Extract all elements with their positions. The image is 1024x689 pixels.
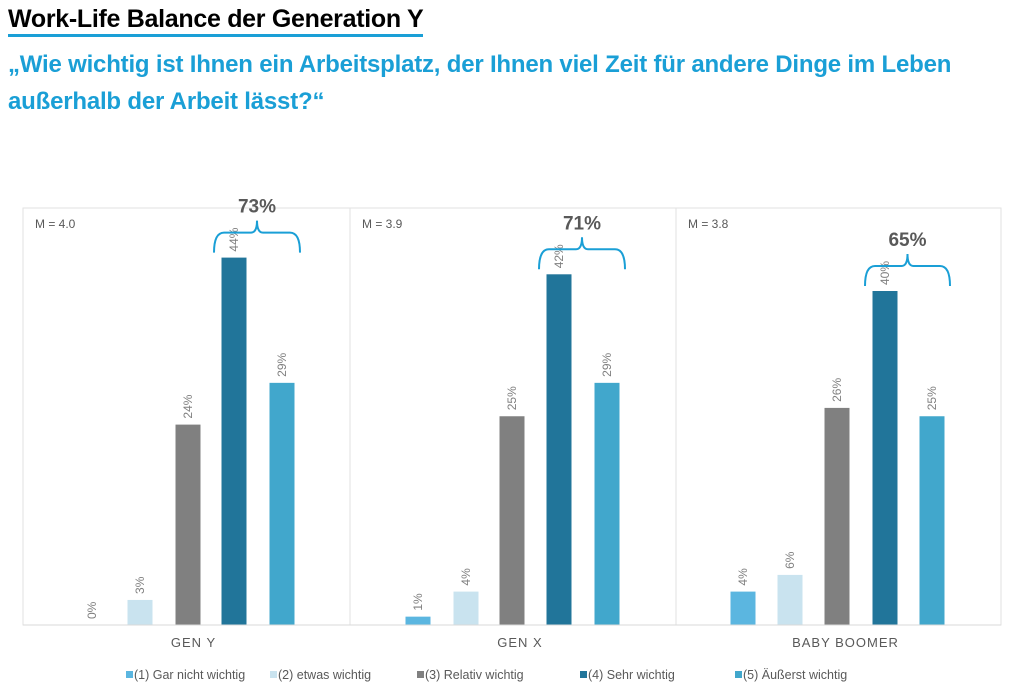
mean-label: M = 4.0 <box>35 217 76 231</box>
data-label: 0% <box>85 601 99 619</box>
top-box-label: 65% <box>888 230 926 251</box>
bar <box>872 291 898 625</box>
legend-swatch <box>735 671 742 678</box>
data-label: 29% <box>275 353 289 377</box>
legend-swatch <box>580 671 587 678</box>
data-label: 1% <box>411 593 425 611</box>
data-label: 4% <box>736 568 750 586</box>
bar <box>221 257 247 625</box>
legend-label: (5) Äußerst wichtig <box>743 668 847 682</box>
mean-label: M = 3.9 <box>362 217 403 231</box>
top-box-bracket <box>213 220 301 253</box>
bar <box>127 599 153 625</box>
mean-label: M = 3.8 <box>688 217 729 231</box>
top-box-label: 73% <box>238 197 276 218</box>
bar <box>730 591 756 625</box>
bar <box>499 416 525 625</box>
top-box-bracket <box>864 253 951 287</box>
data-label: 25% <box>925 386 939 410</box>
legend-swatch <box>270 671 277 678</box>
category-label: BABY BOOMER <box>792 635 899 650</box>
data-label: 24% <box>181 394 195 418</box>
data-label: 25% <box>505 386 519 410</box>
bar <box>453 591 479 625</box>
bar <box>405 616 431 625</box>
data-label: 40% <box>878 261 892 285</box>
legend-label: (2) etwas wichtig <box>278 668 371 682</box>
legend-label: (4) Sehr wichtig <box>588 668 675 682</box>
page-title: Work-Life Balance der Generation Y <box>8 4 424 37</box>
legend-label: (3) Relativ wichtig <box>425 668 524 682</box>
top-box-bracket <box>538 237 626 270</box>
category-label: GEN Y <box>171 635 216 650</box>
data-label: 3% <box>133 576 147 594</box>
legend-swatch <box>417 671 424 678</box>
bar <box>777 574 803 625</box>
category-label: GEN X <box>497 635 542 650</box>
data-label: 6% <box>783 551 797 569</box>
question-subtitle: „Wie wichtig ist Ihnen ein Arbeitsplatz,… <box>8 51 952 115</box>
bar <box>919 416 945 625</box>
bar <box>594 382 620 625</box>
data-label: 44% <box>227 227 241 251</box>
bar <box>175 424 201 625</box>
data-label: 42% <box>552 244 566 268</box>
top-box-label: 71% <box>563 213 601 234</box>
bar <box>824 407 850 625</box>
bar <box>546 274 572 625</box>
legend-swatch <box>126 671 133 678</box>
data-label: 4% <box>459 568 473 586</box>
bar <box>269 382 295 625</box>
data-label: 29% <box>600 353 614 377</box>
data-label: 26% <box>830 378 844 402</box>
legend-label: (1) Gar nicht wichtig <box>134 668 245 682</box>
